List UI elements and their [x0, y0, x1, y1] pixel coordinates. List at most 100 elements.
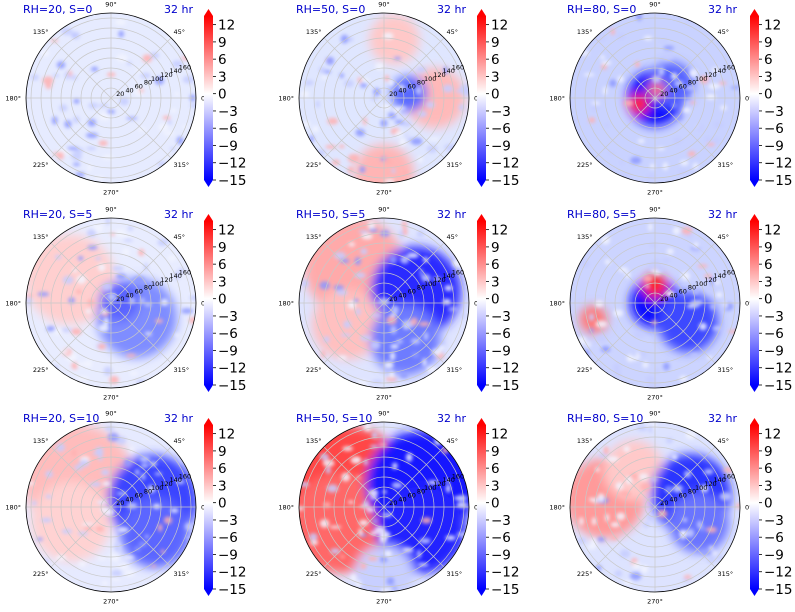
angle-label: 180° [549, 95, 565, 103]
angle-label: 180° [278, 95, 294, 103]
colorbar-tick-label: −9 [491, 343, 511, 359]
angle-label: 315° [446, 161, 462, 169]
polar-frame [25, 217, 197, 389]
polar-frame [25, 421, 197, 593]
angle-label: 315° [446, 366, 462, 374]
radial-tick-label: 140 [169, 67, 181, 75]
colorbar-tick-label: −9 [218, 547, 238, 563]
colorbar-tick-label: −15 [491, 173, 520, 189]
colorbar-tick-label: 9 [491, 444, 500, 460]
angle-label: 270° [376, 189, 392, 197]
radial-tick-label: 140 [713, 272, 725, 280]
angle-label: 225° [33, 161, 49, 169]
colorbar-tick-label: −9 [218, 138, 238, 154]
angle-label: 180° [5, 95, 21, 103]
polar-frame [298, 217, 470, 389]
colorbar-tick-label: 12 [218, 18, 235, 34]
colorbar-gradient [750, 425, 759, 589]
colorbar-tick-label: −6 [491, 530, 511, 546]
colorbar-tick-label: 9 [764, 444, 773, 460]
angle-label: 90° [105, 1, 117, 9]
colorbar-tick-label: 12 [218, 427, 235, 443]
colorbar-tick-label: 6 [218, 52, 227, 68]
colorbar-tick-label: −15 [764, 173, 793, 189]
colorbar-tick-label: 12 [491, 18, 508, 34]
panel-2: 204060801001201401600°45°90°135°180°225°… [278, 1, 520, 197]
radial-tick-label: 100 [424, 484, 436, 492]
polar-grid [570, 422, 740, 592]
polar-frame [569, 421, 741, 593]
angle-label: 45° [717, 28, 729, 36]
radial-tick-label: 80 [417, 488, 425, 496]
colorbar-tick-label: 9 [218, 35, 227, 51]
radial-tick-label: 80 [417, 79, 425, 87]
colorbar-gradient [204, 16, 213, 180]
colorbar-tick-label: 3 [218, 478, 227, 494]
colorbar-gradient [204, 221, 213, 385]
radial-tick-label: 120 [704, 276, 716, 284]
colorbar-extend-max [204, 214, 213, 221]
angle-label: 315° [173, 161, 189, 169]
angle-label: 135° [577, 233, 593, 241]
radial-tick-label: 100 [695, 484, 707, 492]
colorbar-tick-label: −12 [218, 565, 247, 581]
angle-label: 180° [549, 504, 565, 512]
angle-label: 90° [378, 206, 390, 214]
colorbar-extend-max [204, 9, 213, 16]
polar-frame [298, 12, 470, 184]
colorbar-tick-label: 6 [764, 52, 773, 68]
colorbar-extend-min [477, 385, 486, 392]
colorbar-extend-min [750, 180, 759, 187]
radial-tick-label: 100 [151, 280, 163, 288]
colorbar-tick-label: −15 [218, 582, 247, 598]
colorbar-tick-label: 6 [218, 461, 227, 477]
radial-tick-label: 40 [125, 495, 133, 503]
angle-label: 0° [745, 504, 752, 512]
angle-label: 225° [33, 366, 49, 374]
colorbar-tick-label: −15 [491, 582, 520, 598]
radial-tick-label: 120 [160, 480, 172, 488]
colorbar-tick-label: 6 [491, 461, 500, 477]
colorbar-tick-label: 9 [218, 240, 227, 256]
angle-label: 270° [647, 598, 663, 606]
radial-tick-label: 100 [151, 484, 163, 492]
colorbar-tick-label: 0 [491, 496, 500, 512]
angle-label: 90° [649, 410, 661, 418]
radial-tick-label: 160 [723, 268, 735, 276]
radial-tick-label: 140 [169, 476, 181, 484]
angle-label: 0° [745, 95, 752, 103]
angle-label: 315° [717, 161, 733, 169]
colorbar-tick-label: −6 [764, 121, 784, 137]
colorbar-tick-label: −12 [764, 565, 793, 581]
panel-title: RH=50, S=0 [296, 3, 365, 16]
colorbar-tick-label: −3 [764, 309, 784, 325]
radial-tick-label: 120 [160, 71, 172, 79]
colorbar-tick-label: 12 [764, 18, 781, 34]
angle-label: 90° [105, 206, 117, 214]
panel-time-label: 32 hr [437, 412, 466, 425]
angle-label: 135° [577, 28, 593, 36]
angle-label: 180° [549, 300, 565, 308]
angle-label: 45° [446, 28, 458, 36]
colorbar-tick-label: 3 [764, 274, 773, 290]
radial-tick-label: 140 [442, 476, 454, 484]
colorbar-tick-label: 3 [218, 69, 227, 85]
colorbar-tick-label: 6 [491, 52, 500, 68]
colorbar-tick-label: −6 [491, 326, 511, 342]
colorbar-tick-label: 0 [764, 292, 773, 308]
colorbar-tick-label: 6 [764, 257, 773, 273]
angle-label: 45° [173, 233, 185, 241]
angle-label: 90° [649, 206, 661, 214]
radial-tick-label: 160 [452, 472, 464, 480]
angle-label: 270° [376, 598, 392, 606]
colorbar-tick-label: 3 [491, 478, 500, 494]
radial-tick-label: 140 [169, 272, 181, 280]
radial-tick-label: 160 [723, 63, 735, 71]
radial-tick-label: 160 [452, 63, 464, 71]
angle-label: 270° [103, 598, 119, 606]
angle-label: 225° [577, 366, 593, 374]
radial-tick-label: 120 [704, 480, 716, 488]
radial-tick-label: 40 [669, 86, 677, 94]
